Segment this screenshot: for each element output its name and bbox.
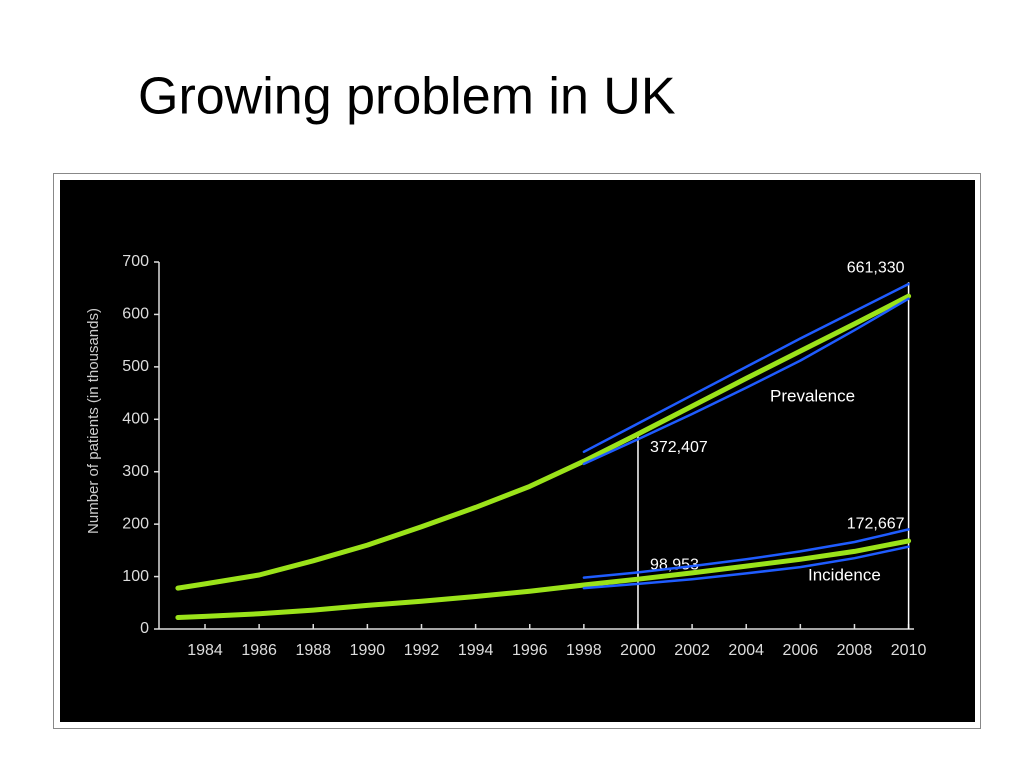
y-tick-label: 300 xyxy=(122,463,149,480)
y-tick-label: 600 xyxy=(122,306,149,323)
y-tick-label: 100 xyxy=(122,568,149,585)
y-tick-label: 0 xyxy=(140,620,149,637)
x-tick-label: 1988 xyxy=(295,642,331,659)
series-label: Prevalence xyxy=(770,386,855,405)
x-tick-label: 1986 xyxy=(241,642,277,659)
y-tick-label: 700 xyxy=(122,253,149,270)
x-tick-label: 2010 xyxy=(891,642,927,659)
x-tick-label: 1996 xyxy=(512,642,548,659)
x-tick-label: 1990 xyxy=(350,642,386,659)
y-tick-label: 500 xyxy=(122,358,149,375)
annotation-label: 172,667 xyxy=(847,516,905,533)
slide-title: Growing problem in UK xyxy=(138,68,676,126)
x-tick-label: 1992 xyxy=(404,642,440,659)
x-tick-label: 2006 xyxy=(783,642,819,659)
series-label: Incidence xyxy=(808,565,881,584)
series-line xyxy=(582,545,910,590)
y-axis-title: Number of patients (in thousands) xyxy=(85,308,102,534)
x-tick-label: 2004 xyxy=(728,642,764,659)
series-line xyxy=(582,297,910,466)
series-line xyxy=(582,282,910,454)
x-tick-label: 2002 xyxy=(674,642,710,659)
annotation-label: 661,330 xyxy=(847,259,905,276)
series-line xyxy=(582,528,910,579)
x-tick-label: 1984 xyxy=(187,642,223,659)
series-line xyxy=(175,538,912,620)
x-tick-label: 2000 xyxy=(620,642,656,659)
series-line xyxy=(175,293,912,591)
y-tick-label: 200 xyxy=(122,515,149,532)
x-tick-label: 1994 xyxy=(458,642,494,659)
annotation-label: 372,407 xyxy=(650,439,708,456)
x-tick-label: 2008 xyxy=(837,642,873,659)
y-tick-label: 400 xyxy=(122,411,149,428)
x-tick-label: 1998 xyxy=(566,642,602,659)
chart-background xyxy=(60,180,975,722)
